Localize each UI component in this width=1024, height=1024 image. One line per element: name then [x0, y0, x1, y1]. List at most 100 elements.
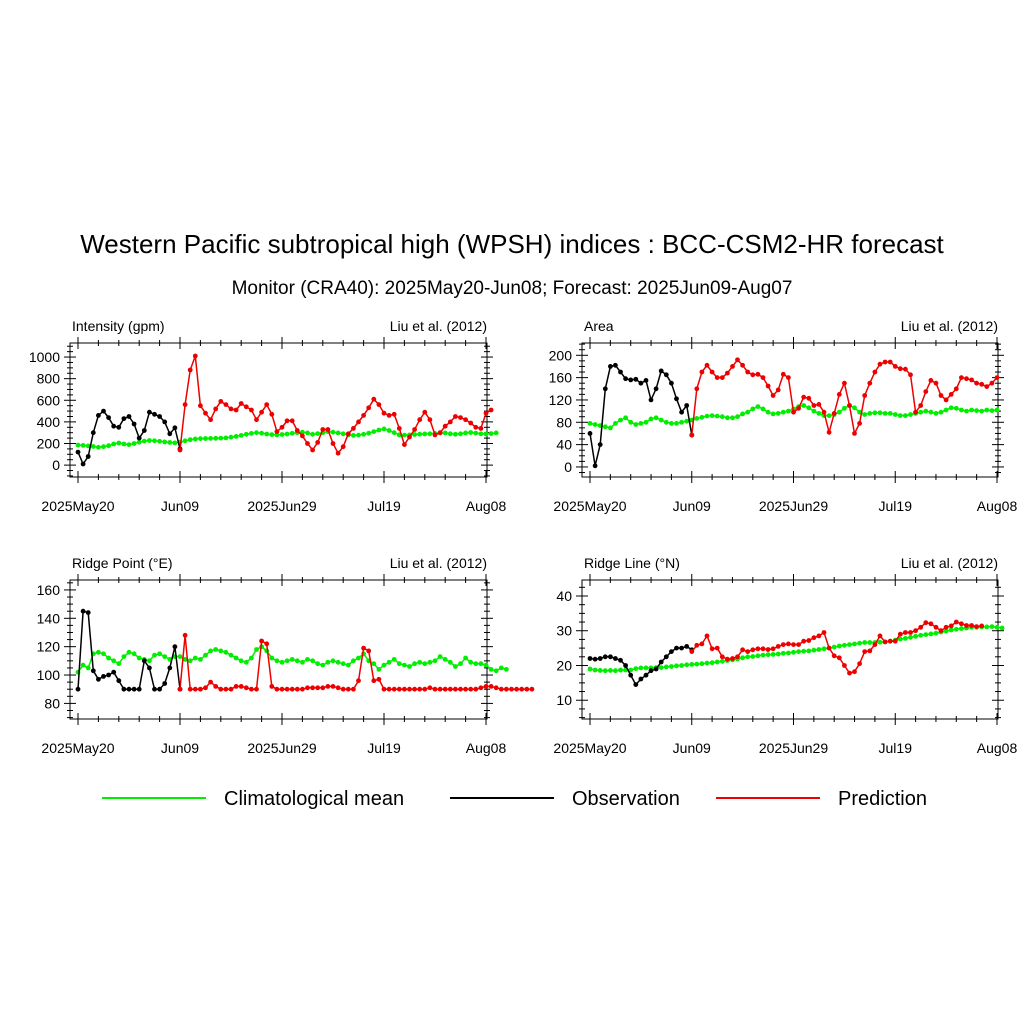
climatological-mean-point: [504, 667, 509, 672]
prediction-point: [198, 686, 203, 692]
prediction-point: [463, 417, 468, 423]
prediction-point: [887, 638, 893, 644]
y-tick-label: 40: [556, 588, 572, 604]
climatological-mean-point: [623, 415, 628, 421]
climatological-mean-point: [852, 641, 857, 647]
prediction-point: [427, 685, 433, 691]
observation-point: [106, 672, 111, 678]
prediction-point: [989, 380, 995, 386]
prediction-point: [330, 441, 336, 446]
observation-point: [597, 656, 603, 661]
prediction-point: [294, 428, 300, 433]
climatological-mean-point: [699, 414, 705, 420]
x-tick-label: Jun09: [161, 498, 199, 514]
prediction-point: [366, 405, 372, 411]
x-tick-label: Jun09: [673, 740, 711, 756]
prediction-point: [192, 686, 198, 692]
climatological-mean-point: [243, 659, 249, 665]
climatological-mean-point: [208, 436, 214, 441]
prediction-point: [735, 357, 740, 363]
prediction-point: [933, 624, 939, 630]
climatological-mean-point: [106, 655, 111, 661]
climatological-mean-point: [704, 660, 710, 666]
legend-prediction-label: Prediction: [838, 788, 927, 810]
x-tick-label: 2025Jun29: [247, 498, 317, 514]
prediction-point: [953, 619, 959, 625]
climatological-mean-point: [826, 413, 832, 418]
climatological-mean-point: [836, 409, 842, 415]
prediction-point: [867, 380, 873, 386]
prediction-point: [483, 684, 489, 689]
climatological-mean-point: [422, 431, 428, 437]
climatological-mean-point: [740, 655, 745, 661]
climatological-mean-point: [897, 413, 903, 418]
prediction-point: [381, 686, 387, 692]
observation-point: [618, 369, 623, 375]
y-tick-label: 0: [564, 459, 572, 475]
prediction-point: [689, 649, 695, 654]
prediction-point: [847, 670, 852, 676]
prediction-point: [335, 450, 341, 456]
prediction-point: [478, 685, 484, 691]
climatological-mean-point: [684, 662, 690, 668]
prediction-point: [964, 623, 969, 628]
prediction-point: [279, 424, 285, 430]
climatological-mean-point: [684, 418, 690, 424]
prediction-point: [969, 623, 974, 628]
climatological-mean-point: [674, 421, 679, 426]
prediction-point: [376, 676, 382, 682]
climatological-mean-point: [427, 431, 433, 437]
observation-point: [658, 659, 664, 665]
climatological-mean-point: [340, 661, 346, 667]
prediction-point: [903, 630, 908, 635]
climatological-mean-point: [597, 668, 603, 673]
climatological-mean-point: [796, 649, 801, 654]
observation-point: [152, 411, 157, 417]
prediction-point: [279, 686, 285, 692]
observation-point: [663, 654, 669, 660]
climatological-mean-point: [943, 407, 949, 413]
climatological-mean-point: [330, 658, 336, 664]
climatological-mean-point: [994, 624, 1000, 630]
climatological-mean-point: [437, 654, 443, 659]
climatological-mean-point: [862, 640, 868, 645]
climatological-mean-point: [162, 654, 168, 659]
panel-source: Liu et al. (2012): [390, 555, 487, 571]
prediction-point: [259, 638, 264, 644]
legend-observation-label: Observation: [572, 788, 680, 810]
observation-point: [85, 454, 91, 459]
prediction-point: [437, 430, 443, 436]
climatological-mean-point: [709, 413, 715, 418]
plot-frame: [69, 342, 488, 478]
observation-point: [167, 665, 173, 671]
prediction-point: [177, 686, 183, 692]
observation-point: [101, 408, 106, 414]
prediction-point: [959, 621, 964, 627]
prediction-point: [437, 686, 443, 692]
climatological-mean-point: [669, 664, 674, 669]
observation-point: [96, 676, 101, 682]
climatological-mean-point: [432, 658, 438, 664]
prediction-point: [228, 406, 234, 412]
prediction-point: [325, 684, 331, 689]
x-tick-label: Aug08: [977, 498, 1018, 514]
climatological-mean-point: [989, 408, 995, 413]
prediction-point: [943, 397, 949, 403]
prediction-point: [422, 686, 428, 692]
prediction-point: [857, 421, 862, 426]
prediction-point: [796, 642, 801, 647]
prediction-point: [842, 380, 847, 386]
climatological-mean-point: [887, 411, 893, 416]
prediction-point: [351, 686, 356, 692]
climatological-mean-point: [633, 422, 639, 427]
observation-point: [131, 686, 137, 692]
plot-frame: [581, 579, 999, 720]
climatological-mean-point: [974, 408, 979, 413]
prediction-point: [177, 447, 183, 453]
prediction-point: [468, 420, 474, 426]
observation-point: [126, 686, 132, 692]
climatological-mean-point: [90, 444, 96, 449]
climatological-mean-point: [279, 659, 285, 665]
prediction-point: [417, 417, 423, 423]
prediction-point: [852, 431, 857, 436]
